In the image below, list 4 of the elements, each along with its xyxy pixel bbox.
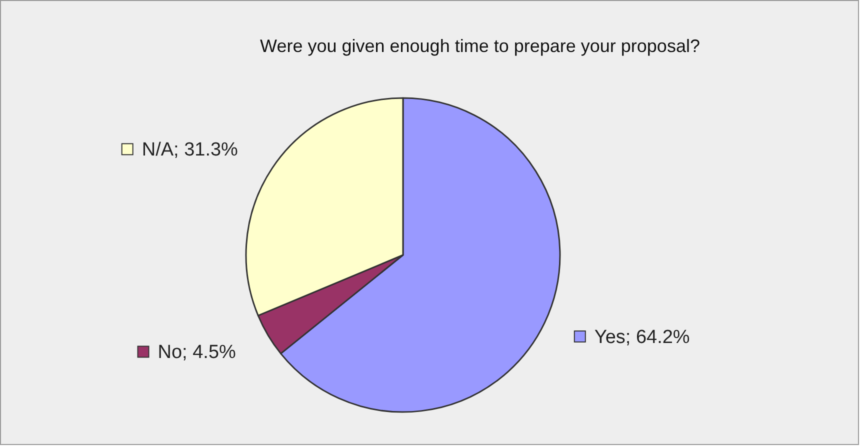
chart-title: Were you given enough time to prepare your proposal? <box>260 36 700 56</box>
legend-label: Yes; 64.2% <box>594 326 690 348</box>
legend-label: N/A; 31.3% <box>142 140 238 161</box>
legend-label: No; 4.5% <box>158 342 236 364</box>
